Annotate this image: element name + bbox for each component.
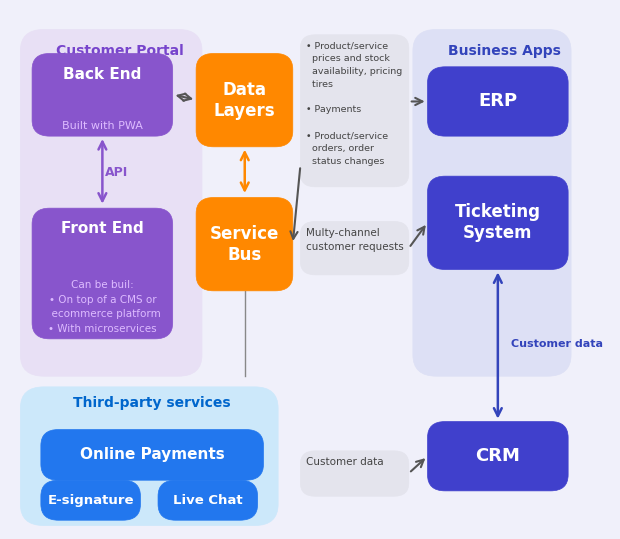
FancyBboxPatch shape	[428, 176, 568, 270]
Text: CRM: CRM	[476, 447, 520, 465]
FancyBboxPatch shape	[428, 421, 568, 491]
FancyBboxPatch shape	[32, 208, 173, 339]
Text: Live Chat: Live Chat	[173, 494, 242, 507]
FancyBboxPatch shape	[20, 387, 278, 526]
Text: Can be buil:
• On top of a CMS or
  ecommerce platform
• With microservices: Can be buil: • On top of a CMS or ecomme…	[45, 280, 160, 334]
Text: Online Payments: Online Payments	[80, 447, 224, 462]
FancyBboxPatch shape	[32, 53, 173, 136]
Text: API: API	[105, 166, 128, 179]
Text: Ticketing
System: Ticketing System	[455, 203, 541, 242]
FancyBboxPatch shape	[428, 67, 568, 136]
FancyBboxPatch shape	[41, 430, 264, 480]
FancyBboxPatch shape	[301, 222, 409, 275]
FancyBboxPatch shape	[196, 197, 293, 291]
FancyBboxPatch shape	[301, 35, 409, 187]
Text: Front End: Front End	[61, 222, 144, 237]
Text: ERP: ERP	[478, 93, 518, 110]
FancyBboxPatch shape	[196, 53, 293, 147]
Text: • Product/service
  prices and stock
  availability, pricing
  tires

• Payments: • Product/service prices and stock avail…	[306, 41, 402, 166]
FancyBboxPatch shape	[20, 30, 202, 376]
FancyBboxPatch shape	[413, 30, 571, 376]
Text: Customer data: Customer data	[306, 457, 384, 467]
Text: Business Apps: Business Apps	[448, 44, 561, 58]
Text: Third-party services: Third-party services	[73, 396, 231, 410]
Text: Multy-channel
customer requests: Multy-channel customer requests	[306, 228, 404, 252]
Text: Back End: Back End	[63, 67, 141, 82]
FancyBboxPatch shape	[158, 480, 258, 520]
Text: Data
Layers: Data Layers	[214, 81, 275, 120]
FancyBboxPatch shape	[41, 480, 141, 520]
Text: Service
Bus: Service Bus	[210, 225, 279, 264]
Text: E-signature: E-signature	[47, 494, 134, 507]
Text: Customer Portal: Customer Portal	[56, 44, 184, 58]
FancyBboxPatch shape	[301, 451, 409, 496]
Text: Built with PWA: Built with PWA	[62, 121, 143, 131]
Text: Customer data: Customer data	[512, 339, 603, 349]
